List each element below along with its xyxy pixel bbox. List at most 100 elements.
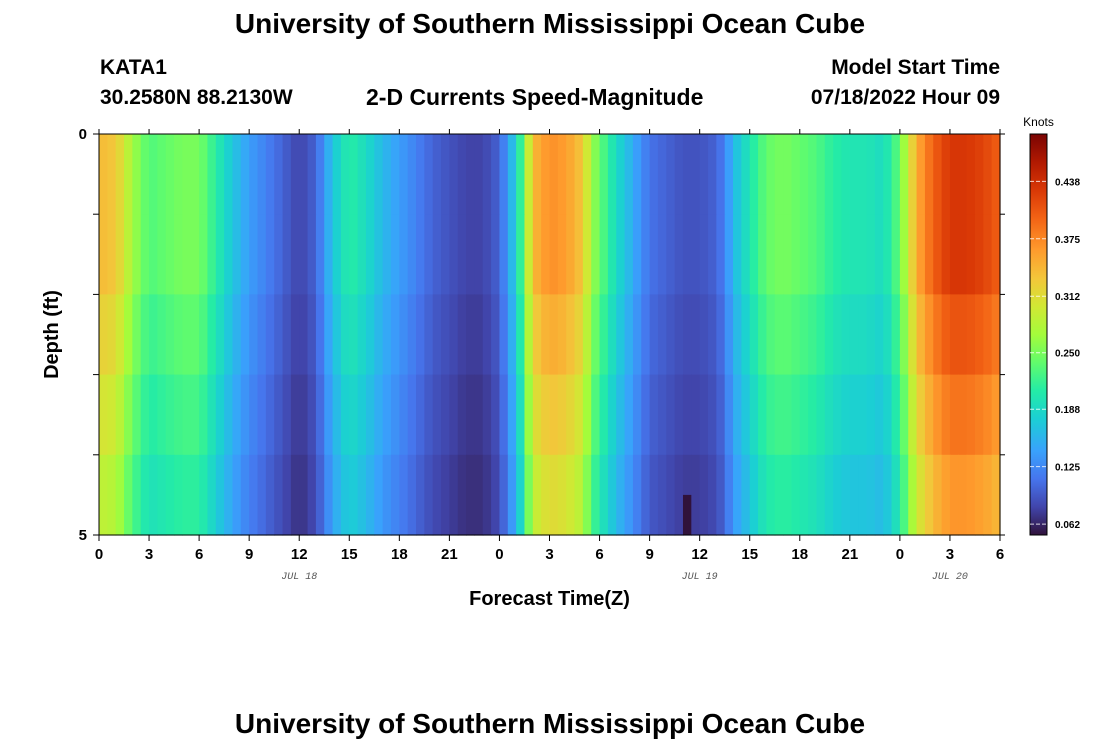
heatmap-cell bbox=[674, 294, 684, 376]
heatmap-cell bbox=[724, 294, 734, 376]
heatmap-cell bbox=[265, 454, 275, 536]
heatmap-cell bbox=[224, 134, 234, 215]
x-tick-label: 15 bbox=[741, 546, 758, 563]
heatmap-cell bbox=[507, 454, 517, 536]
heatmap-cell bbox=[199, 374, 209, 456]
heatmap-cell bbox=[382, 134, 392, 215]
heatmap-cell bbox=[808, 454, 818, 536]
heatmap-cell bbox=[165, 134, 175, 215]
heatmap-cell bbox=[941, 454, 951, 536]
heatmap-cell bbox=[616, 374, 626, 456]
heatmap-cell bbox=[207, 294, 217, 376]
heatmap-cell bbox=[616, 454, 626, 536]
heatmap-cell bbox=[466, 134, 476, 215]
heatmap-cell bbox=[783, 134, 793, 215]
heatmap-cell bbox=[432, 214, 442, 295]
heatmap-cell bbox=[174, 374, 184, 456]
heatmap-cell bbox=[808, 214, 818, 295]
heatmap-cell bbox=[482, 374, 492, 456]
heatmap-cell bbox=[174, 214, 184, 295]
heatmap-cell bbox=[657, 214, 667, 295]
heatmap-cell bbox=[549, 214, 559, 295]
heatmap-cell bbox=[299, 214, 309, 295]
heatmap-cell bbox=[107, 454, 117, 536]
heatmap-cell bbox=[532, 294, 542, 376]
heatmap-cell bbox=[332, 454, 342, 536]
heatmap-cell bbox=[307, 214, 317, 295]
heatmap-cell bbox=[858, 214, 868, 295]
heatmap-cell bbox=[949, 454, 959, 536]
heatmap-cell bbox=[974, 454, 984, 536]
heatmap-cell bbox=[766, 454, 776, 536]
heatmap-cell bbox=[916, 134, 926, 215]
heatmap-cell bbox=[924, 374, 934, 456]
heatmap-cell bbox=[149, 374, 158, 456]
heatmap-cell bbox=[307, 374, 317, 456]
heatmap-cell bbox=[891, 294, 901, 376]
heatmap-cell bbox=[382, 374, 392, 456]
heatmap-cell bbox=[974, 214, 984, 295]
heatmap-cell bbox=[215, 374, 225, 456]
heatmap-cell bbox=[849, 454, 859, 536]
heatmap-cell bbox=[99, 134, 108, 215]
heatmap-cell bbox=[799, 374, 809, 456]
heatmap-cell bbox=[299, 134, 309, 215]
footer-title: University of Southern Mississippi Ocean… bbox=[234, 708, 866, 739]
heatmap-cell bbox=[716, 134, 726, 215]
heatmap-cell bbox=[207, 134, 217, 215]
heatmap-cell bbox=[332, 214, 342, 295]
heatmap-cell bbox=[441, 374, 450, 456]
heatmap-cell bbox=[866, 294, 876, 376]
heatmap-cell bbox=[491, 294, 501, 376]
heatmap-cell bbox=[883, 374, 893, 456]
heatmap-cell bbox=[582, 294, 592, 376]
colorbar-tick-label: 0.188 bbox=[1055, 405, 1080, 416]
heatmap-cell bbox=[708, 294, 717, 376]
heatmap-cell bbox=[541, 294, 551, 376]
heatmap-cell bbox=[591, 294, 601, 376]
heatmap-cell bbox=[833, 214, 843, 295]
heatmap-cell bbox=[791, 294, 801, 376]
heatmap-cell bbox=[232, 454, 242, 536]
heatmap-cell bbox=[741, 214, 751, 295]
heatmap-cell bbox=[524, 454, 534, 536]
heatmap-cell bbox=[257, 214, 267, 295]
heatmap-cell bbox=[983, 374, 993, 456]
colorbar-tick-label: 0.438 bbox=[1055, 177, 1080, 188]
heatmap-cell bbox=[349, 454, 359, 536]
heatmap-cell bbox=[340, 294, 350, 376]
x-tick-label: 3 bbox=[545, 546, 553, 563]
heatmap-cell bbox=[182, 214, 192, 295]
chart-axes: 0 3 6 9 12 15 18 21 0 3 6 9 12 15 18 21 0 3 6 JUL 18 JUL 19 J… bbox=[41, 126, 1005, 610]
heatmap-cell bbox=[174, 454, 184, 536]
heatmap-cell bbox=[958, 374, 968, 456]
heatmap-cell bbox=[290, 294, 300, 376]
heatmap-cell bbox=[991, 294, 1001, 376]
heatmap-cell bbox=[290, 134, 300, 215]
x-tick-label: 6 bbox=[595, 546, 603, 563]
heatmap-cell bbox=[282, 134, 292, 215]
heatmap-cell bbox=[507, 374, 517, 456]
heatmap-cell bbox=[140, 374, 150, 456]
heatmap-cell bbox=[474, 214, 484, 295]
heatmap-cell bbox=[307, 454, 317, 536]
heatmap-cell bbox=[390, 134, 400, 215]
heatmap-cell bbox=[799, 454, 809, 536]
heatmap-cell bbox=[424, 214, 434, 295]
heatmap-cell bbox=[441, 454, 450, 536]
heatmap-cell bbox=[833, 294, 843, 376]
heatmap-cell bbox=[599, 134, 609, 215]
heatmap-cell bbox=[240, 134, 250, 215]
heatmap-cell bbox=[399, 134, 409, 215]
heatmap-cell bbox=[891, 374, 901, 456]
heatmap-cell bbox=[766, 134, 776, 215]
heatmap-cell bbox=[824, 214, 834, 295]
heatmap-cell bbox=[224, 294, 234, 376]
heatmap-cell bbox=[574, 374, 584, 456]
heatmap-cell bbox=[791, 134, 801, 215]
heatmap-cell bbox=[557, 134, 567, 215]
heatmap-cell bbox=[858, 454, 868, 536]
heatmap-cell bbox=[332, 374, 342, 456]
heatmap-cell bbox=[99, 214, 108, 295]
heatmap-cell bbox=[758, 294, 767, 376]
